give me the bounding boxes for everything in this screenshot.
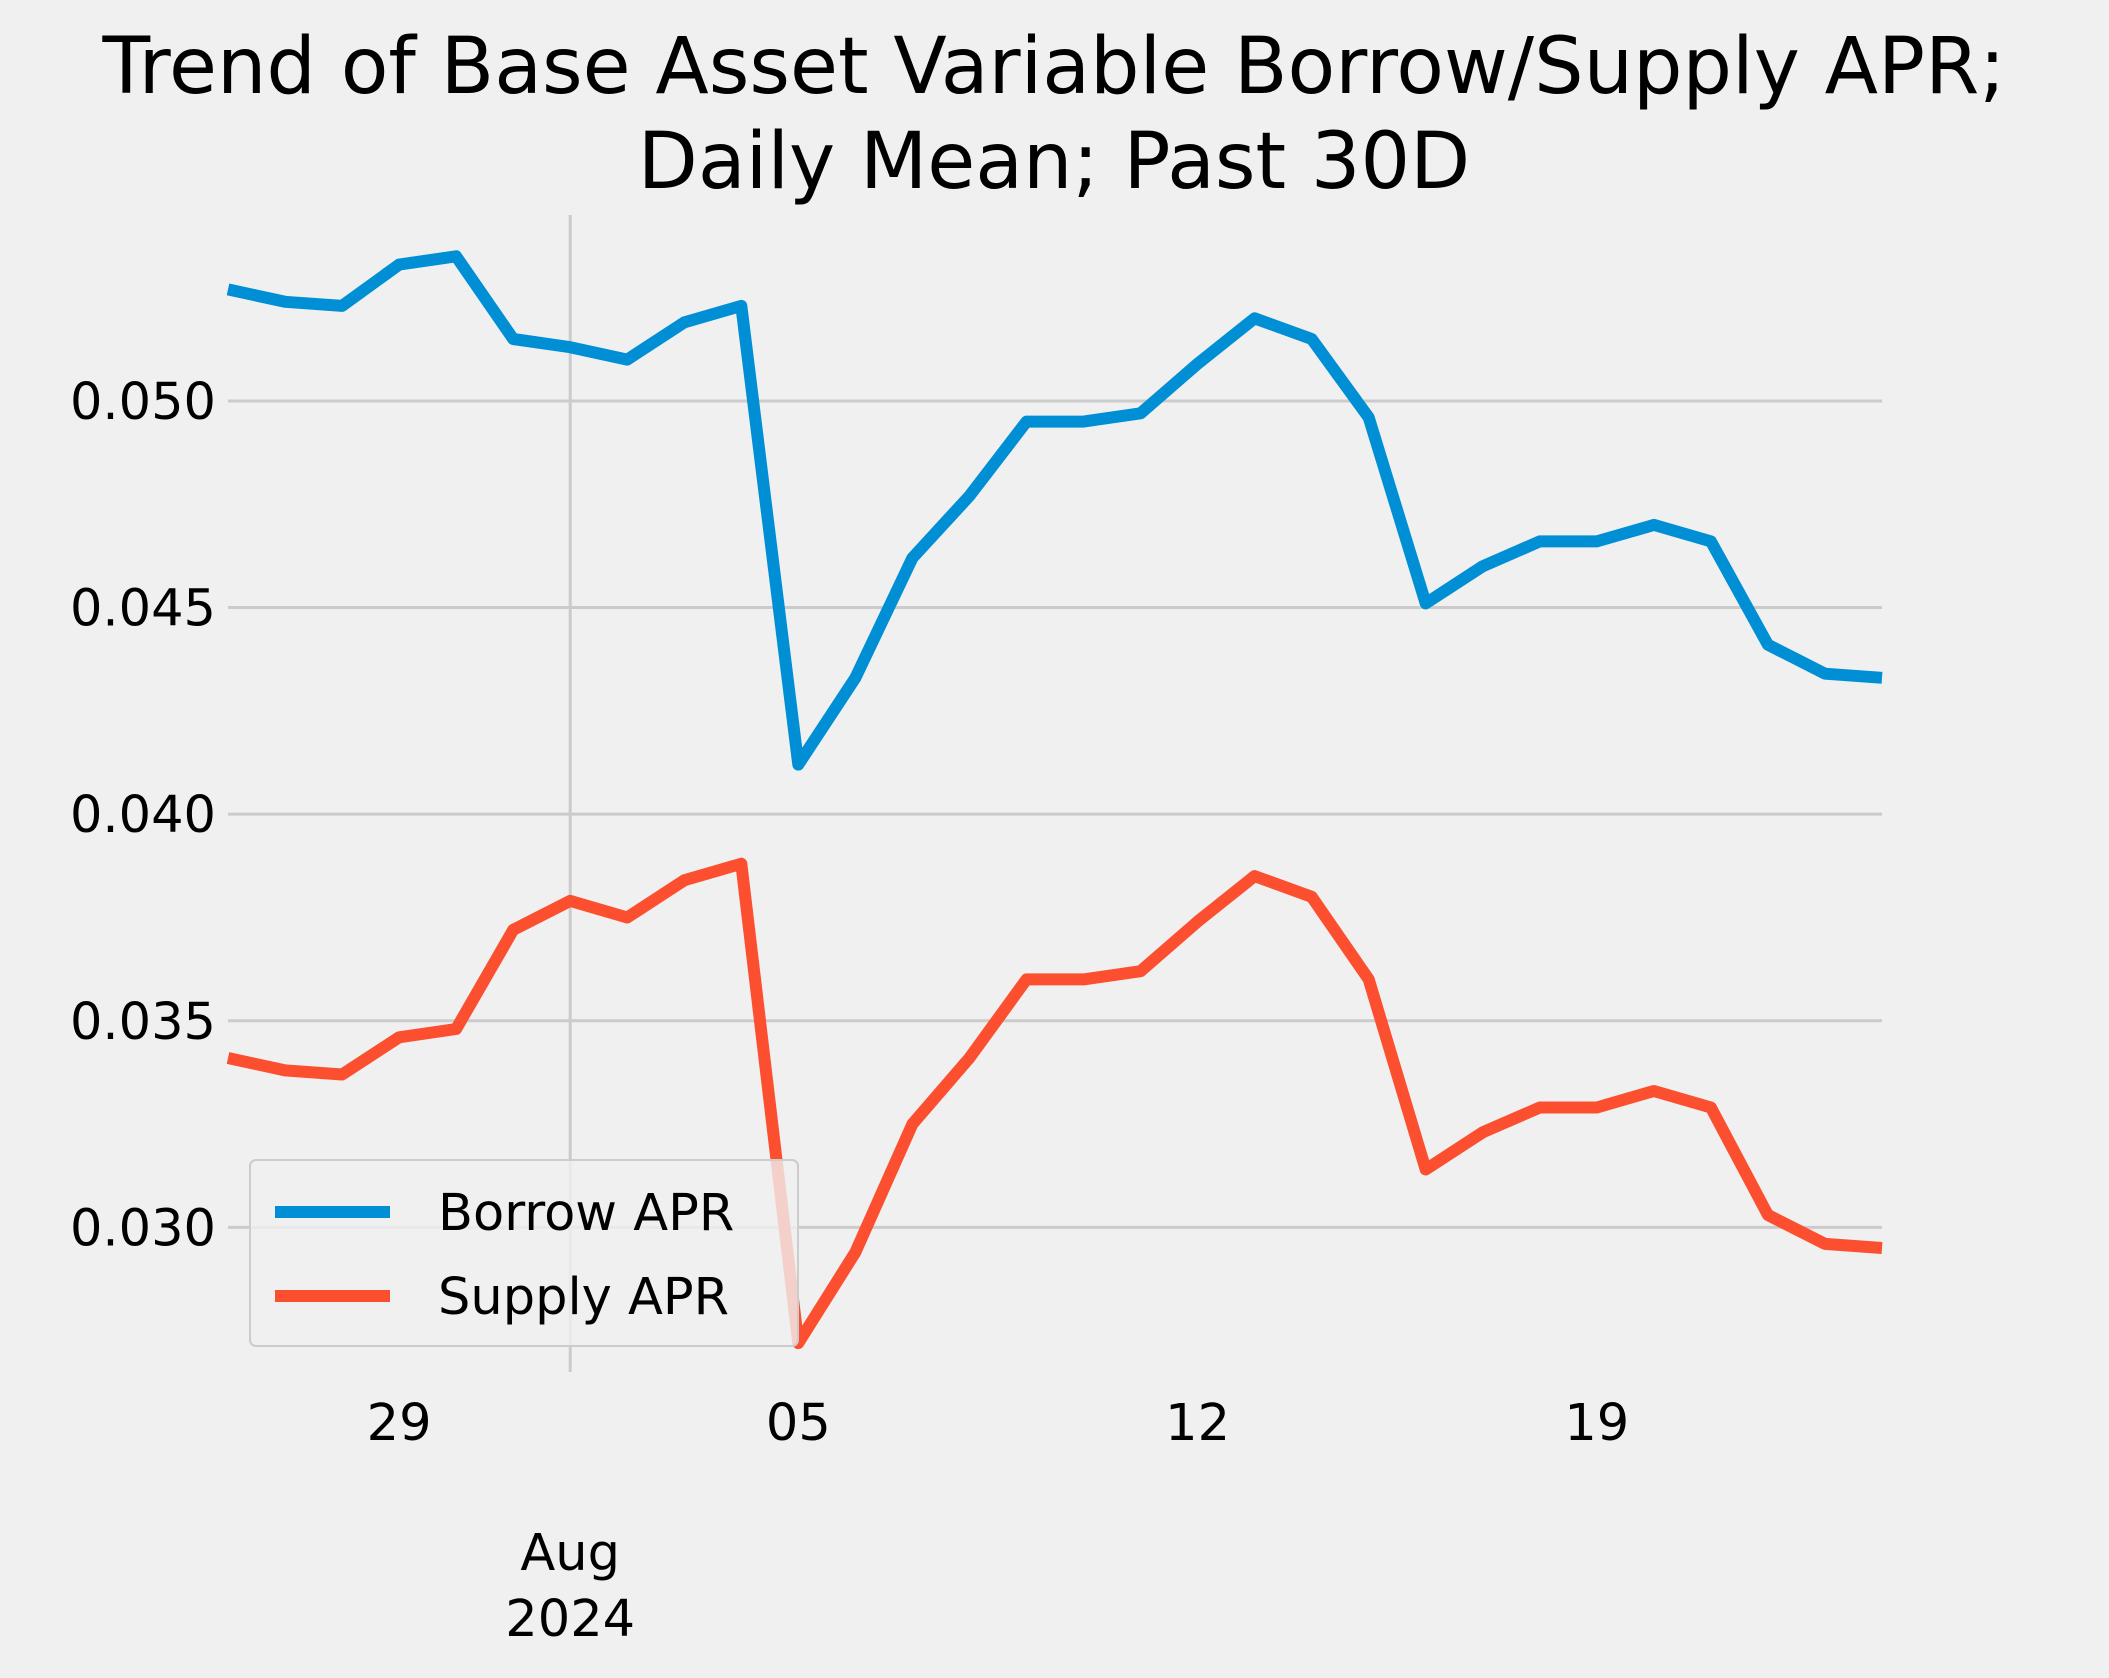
chart-title-line-2: Daily Mean; Past 30D	[638, 117, 1470, 207]
legend-label: Borrow APR	[438, 1184, 734, 1243]
y-tick-labels: 0.030 0.035 0.040 0.045 0.050	[70, 373, 216, 1258]
x-tick-label: 12	[1165, 1394, 1230, 1453]
y-tick-label: 0.045	[70, 580, 216, 639]
y-tick-label: 0.050	[70, 373, 216, 432]
y-tick-label: 0.035	[70, 993, 216, 1052]
grid	[228, 215, 1882, 1372]
series-line-supply-apr	[226, 857, 1883, 1350]
x-tick-label: 29	[367, 1394, 432, 1453]
legend-label: Supply APR	[438, 1268, 729, 1327]
x-tick-label: 05	[766, 1394, 831, 1453]
chart-title-line-1: Trend of Base Asset Variable Borrow/Supp…	[101, 22, 2005, 112]
series-line-borrow-apr	[226, 250, 1883, 771]
legend: Borrow APR Supply APR	[249, 1159, 799, 1347]
y-tick-label: 0.040	[70, 786, 216, 845]
x-major-tick-label: 2024	[505, 1590, 635, 1649]
series-group	[226, 250, 1883, 1350]
x-tick-label: 19	[1564, 1394, 1629, 1453]
x-major-tick-label: Aug	[520, 1524, 620, 1583]
x-tick-labels: Aug 2024 29 05 12 19	[367, 1394, 1630, 1649]
y-tick-label: 0.030	[70, 1199, 216, 1258]
